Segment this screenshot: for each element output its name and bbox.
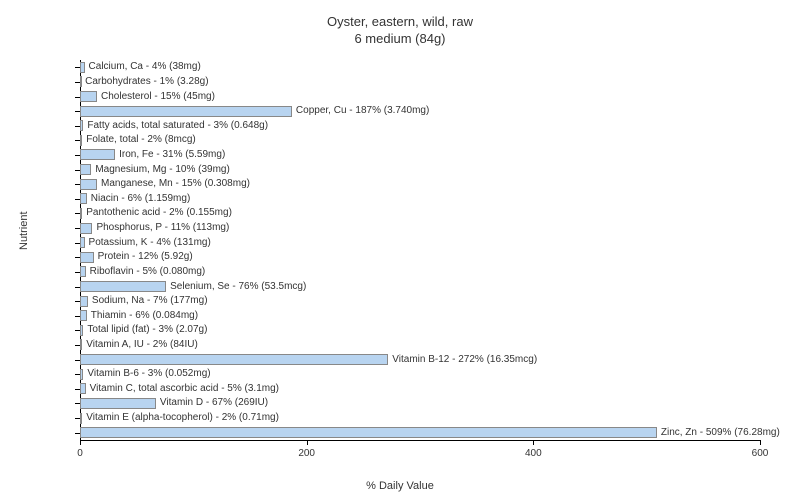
x-tick — [307, 440, 308, 445]
x-axis-line — [80, 440, 760, 441]
nutrient-label: Magnesium, Mg - 10% (39mg) — [95, 164, 230, 175]
nutrient-label: Selenium, Se - 76% (53.5mcg) — [170, 281, 306, 292]
nutrient-label: Potassium, K - 4% (131mg) — [89, 237, 211, 248]
nutrient-label: Vitamin D - 67% (269IU) — [160, 397, 268, 408]
nutrient-label: Phosphorus, P - 11% (113mg) — [96, 222, 229, 233]
nutrient-bar — [80, 193, 87, 204]
nutrient-label: Vitamin B-12 - 272% (16.35mcg) — [392, 354, 537, 365]
nutrient-bar — [80, 120, 83, 131]
nutrient-label: Riboflavin - 5% (0.080mg) — [90, 266, 206, 277]
x-tick-label: 200 — [298, 448, 315, 459]
nutrient-bar — [80, 325, 83, 336]
nutrient-label: Manganese, Mn - 15% (0.308mg) — [101, 178, 250, 189]
nutrient-bar — [80, 76, 82, 87]
nutrient-label: Fatty acids, total saturated - 3% (0.648… — [87, 120, 268, 131]
nutrient-bar — [80, 164, 91, 175]
nutrient-bar — [80, 296, 88, 307]
nutrient-label: Sodium, Na - 7% (177mg) — [92, 295, 208, 306]
nutrient-label: Vitamin E (alpha-tocopherol) - 2% (0.71m… — [86, 412, 279, 423]
nutrient-bar — [80, 281, 166, 292]
nutrient-label: Total lipid (fat) - 3% (2.07g) — [87, 324, 207, 335]
chart-title: Oyster, eastern, wild, raw 6 medium (84g… — [0, 0, 800, 48]
nutrient-label: Calcium, Ca - 4% (38mg) — [89, 61, 201, 72]
nutrient-label: Cholesterol - 15% (45mg) — [101, 91, 215, 102]
nutrient-bar — [80, 208, 82, 219]
x-axis-label: % Daily Value — [0, 480, 800, 492]
x-tick — [533, 440, 534, 445]
nutrient-bar — [80, 369, 83, 380]
nutrient-bar — [80, 266, 86, 277]
nutrient-bar — [80, 310, 87, 321]
y-axis-label: Nutrient — [18, 211, 30, 250]
nutrient-bar — [80, 413, 82, 424]
nutrient-bar — [80, 149, 115, 160]
nutrient-bar — [80, 383, 86, 394]
nutrient-label: Pantothenic acid - 2% (0.155mg) — [86, 207, 232, 218]
nutrient-label: Copper, Cu - 187% (3.740mg) — [296, 105, 429, 116]
nutrient-bar — [80, 339, 82, 350]
nutrient-bar — [80, 106, 292, 117]
title-line-2: 6 medium (84g) — [354, 31, 445, 46]
nutrient-bar — [80, 91, 97, 102]
x-tick — [80, 440, 81, 445]
nutrient-label: Iron, Fe - 31% (5.59mg) — [119, 149, 225, 160]
x-tick-label: 400 — [525, 448, 542, 459]
nutrient-bar — [80, 354, 388, 365]
nutrient-bar — [80, 179, 97, 190]
nutrient-label: Vitamin C, total ascorbic acid - 5% (3.1… — [90, 383, 279, 394]
nutrient-bar — [80, 223, 92, 234]
nutrient-label: Zinc, Zn - 509% (76.28mg) — [661, 427, 780, 438]
x-tick-label: 600 — [752, 448, 769, 459]
nutrient-chart: Oyster, eastern, wild, raw 6 medium (84g… — [0, 0, 800, 500]
nutrient-bar — [80, 398, 156, 409]
nutrient-label: Thiamin - 6% (0.084mg) — [91, 310, 198, 321]
nutrient-label: Vitamin B-6 - 3% (0.052mg) — [87, 368, 210, 379]
nutrient-label: Niacin - 6% (1.159mg) — [91, 193, 190, 204]
nutrient-bar — [80, 427, 657, 438]
nutrient-bar — [80, 135, 82, 146]
x-tick — [760, 440, 761, 445]
title-line-1: Oyster, eastern, wild, raw — [327, 14, 473, 29]
nutrient-bar — [80, 62, 85, 73]
nutrient-label: Protein - 12% (5.92g) — [98, 251, 193, 262]
nutrient-label: Carbohydrates - 1% (3.28g) — [85, 76, 208, 87]
nutrient-bar — [80, 252, 94, 263]
nutrient-bar — [80, 237, 85, 248]
x-tick-label: 0 — [77, 448, 83, 459]
nutrient-label: Folate, total - 2% (8mcg) — [86, 134, 195, 145]
nutrient-label: Vitamin A, IU - 2% (84IU) — [86, 339, 198, 350]
